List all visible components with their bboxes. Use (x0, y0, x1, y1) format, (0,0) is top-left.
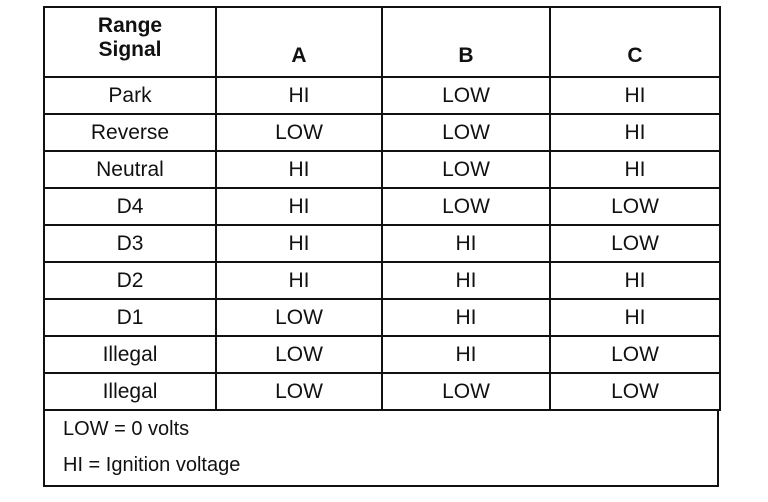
table-row: D2 HI HI HI (43, 261, 721, 300)
range-signal-table: Range Signal A B C Park HI LOW HI Revers… (43, 6, 721, 411)
table-row: D3 HI HI LOW (43, 224, 721, 263)
row-a-cell: HI (215, 187, 383, 226)
header-a: A (215, 6, 383, 78)
row-b-cell: LOW (381, 76, 551, 115)
row-b-cell: HI (381, 261, 551, 300)
voltage-legend: LOW = 0 volts HI = Ignition voltage (43, 411, 719, 487)
row-range-cell: Illegal (43, 372, 217, 411)
row-b-cell: LOW (381, 187, 551, 226)
header-b: B (381, 6, 551, 78)
row-range-cell: D3 (43, 224, 217, 263)
row-range-cell: Park (43, 76, 217, 115)
row-b-cell: HI (381, 224, 551, 263)
row-c-cell: HI (549, 261, 721, 300)
row-c-cell: HI (549, 113, 721, 152)
table-row: Illegal LOW HI LOW (43, 335, 721, 374)
table-row: Reverse LOW LOW HI (43, 113, 721, 152)
row-c-cell: LOW (549, 187, 721, 226)
row-range-cell: D1 (43, 298, 217, 337)
row-a-cell: LOW (215, 298, 383, 337)
row-b-cell: HI (381, 298, 551, 337)
row-c-cell: LOW (549, 335, 721, 374)
row-b-cell: HI (381, 335, 551, 374)
header-c: C (549, 6, 721, 78)
header-range-signal: Range Signal (43, 6, 217, 78)
row-range-cell: Illegal (43, 335, 217, 374)
row-range-cell: D2 (43, 261, 217, 300)
legend-low: LOW = 0 volts (63, 418, 190, 440)
row-a-cell: HI (215, 150, 383, 189)
row-c-cell: HI (549, 76, 721, 115)
row-a-cell: HI (215, 261, 383, 300)
row-b-cell: LOW (381, 372, 551, 411)
table-row: Neutral HI LOW HI (43, 150, 721, 189)
row-c-cell: LOW (549, 372, 721, 411)
row-a-cell: LOW (215, 372, 383, 411)
row-c-cell: LOW (549, 224, 721, 263)
row-c-cell: HI (549, 298, 721, 337)
table-row: Illegal LOW LOW LOW (43, 372, 721, 411)
row-range-cell: Neutral (43, 150, 217, 189)
table-header-row: Range Signal A B C (43, 6, 721, 78)
table-row: Park HI LOW HI (43, 76, 721, 115)
row-c-cell: HI (549, 150, 721, 189)
row-a-cell: HI (215, 76, 383, 115)
row-a-cell: LOW (215, 335, 383, 374)
range-signal-document: Range Signal A B C Park HI LOW HI Revers… (43, 6, 721, 487)
row-a-cell: HI (215, 224, 383, 263)
header-range-line2: Signal (98, 38, 162, 62)
legend-hi: HI = Ignition voltage (63, 454, 241, 476)
row-b-cell: LOW (381, 150, 551, 189)
table-row: D1 LOW HI HI (43, 298, 721, 337)
row-range-cell: Reverse (43, 113, 217, 152)
row-a-cell: LOW (215, 113, 383, 152)
row-b-cell: LOW (381, 113, 551, 152)
table-row: D4 HI LOW LOW (43, 187, 721, 226)
header-range-line1: Range (97, 14, 163, 37)
row-range-cell: D4 (43, 187, 217, 226)
